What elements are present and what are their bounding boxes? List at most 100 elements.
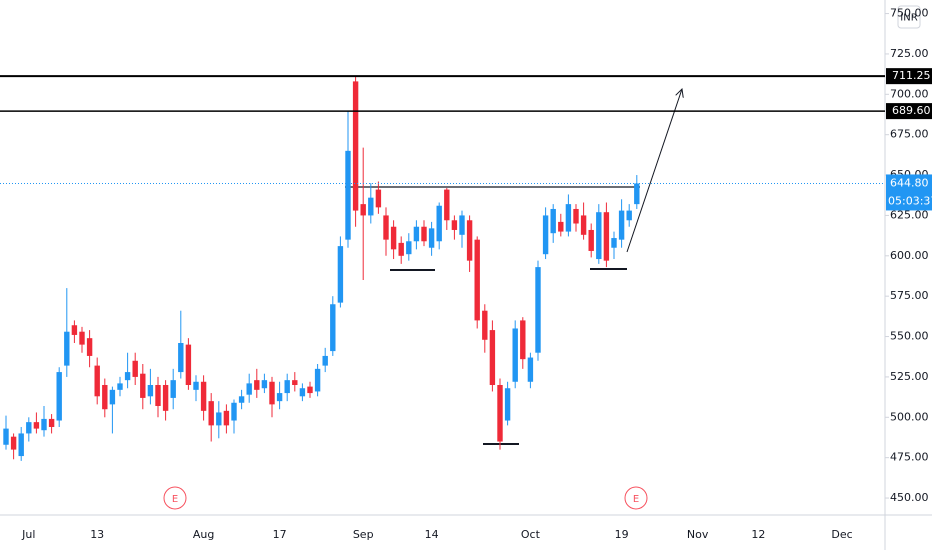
drawings: [345, 89, 682, 445]
candle-body: [459, 215, 465, 235]
candle-body: [474, 239, 480, 321]
candle-body: [18, 433, 24, 457]
candle-body: [558, 221, 564, 232]
price-line-tag: [886, 103, 932, 120]
candle-body: [314, 368, 321, 392]
candle-body: [162, 384, 169, 411]
candle-body: [565, 204, 572, 232]
x-tick-label: 17: [273, 528, 287, 541]
candle-body: [603, 212, 610, 261]
x-tick-label: 14: [425, 528, 439, 541]
event-marker[interactable]: [163, 486, 187, 510]
candle-body: [94, 365, 100, 397]
candle-body: [132, 360, 138, 377]
candle-body: [580, 215, 587, 235]
y-tick-label: 525.00: [890, 370, 929, 383]
y-tick-label: 625.00: [890, 208, 929, 221]
candle-body: [140, 373, 146, 398]
y-tick-label: 550.00: [890, 330, 929, 343]
last-price-label: 644.80: [890, 176, 929, 189]
x-tick-label: Aug: [193, 528, 214, 541]
candle-body: [48, 418, 55, 427]
candle-body: [26, 422, 32, 434]
candle-body: [573, 208, 579, 224]
candle-body: [436, 205, 442, 242]
candle-body: [527, 357, 534, 382]
event-marker[interactable]: [624, 486, 648, 510]
candle-body: [352, 81, 359, 211]
candle-body: [216, 412, 222, 426]
candle-body: [64, 331, 70, 366]
event-label: E: [633, 494, 639, 505]
candle-body: [466, 220, 473, 261]
candle-body: [390, 226, 397, 250]
x-tick-label: Oct: [521, 528, 541, 541]
candle-body: [231, 402, 237, 421]
candle-body: [413, 226, 420, 242]
candle-body: [535, 267, 541, 353]
candle-body: [185, 344, 192, 385]
y-tick-label: 450.00: [890, 491, 929, 504]
candle-body: [398, 242, 404, 256]
currency-button[interactable]: [897, 5, 921, 29]
candle-body: [33, 422, 40, 429]
event-label: E: [172, 494, 178, 505]
candle-body: [383, 215, 389, 240]
candle-body: [550, 208, 556, 234]
candle-body: [117, 383, 123, 390]
candle-body: [86, 338, 93, 356]
x-tick-label: 12: [751, 528, 765, 541]
candle-body: [368, 197, 374, 216]
candle-body: [588, 229, 594, 251]
candle-body: [337, 246, 344, 303]
currency-label: INR: [900, 13, 917, 24]
y-tick-label: 600.00: [890, 249, 929, 262]
y-tick-label: 700.00: [890, 87, 929, 100]
candle-body: [444, 189, 450, 221]
y-tick-label: 475.00: [890, 451, 929, 464]
candle-body: [330, 304, 336, 352]
candle-body: [596, 212, 602, 260]
candle-body: [147, 384, 154, 397]
x-tick-label: Nov: [687, 528, 709, 541]
candle-body: [254, 380, 260, 390]
x-tick-label: Dec: [831, 528, 852, 541]
candle-body: [504, 388, 511, 421]
x-tick-label: Sep: [353, 528, 374, 541]
candle-body: [193, 381, 199, 390]
price-line-label: 689.60: [892, 104, 931, 117]
candle-body: [238, 396, 245, 403]
candle-body: [307, 386, 313, 394]
candle-body: [292, 380, 298, 385]
price-line-label: 711.25: [892, 69, 931, 82]
candle-body: [124, 372, 131, 381]
candle-body: [406, 241, 412, 255]
candle-body: [482, 310, 488, 340]
candle-body: [246, 383, 252, 395]
y-tick-label: 725.00: [890, 47, 929, 60]
candle-body: [360, 204, 366, 216]
y-tick-label: 575.00: [890, 289, 929, 302]
x-tick-label: Jul: [21, 528, 35, 541]
candle-body: [56, 372, 62, 421]
candle-body: [223, 410, 230, 426]
candle-body: [618, 210, 625, 240]
candle-body: [102, 384, 108, 410]
candle-body: [489, 330, 496, 385]
candle-body: [178, 343, 184, 373]
price-line-tag: [886, 68, 932, 85]
candle-body: [299, 388, 306, 397]
arrow: [626, 89, 682, 253]
candle-body: [155, 384, 161, 406]
candle-body: [421, 226, 427, 242]
events: E E: [163, 486, 648, 510]
candle-body: [261, 380, 268, 389]
candle-body: [3, 428, 9, 445]
candle-body: [109, 389, 116, 405]
candle-body: [611, 238, 617, 248]
candle-body: [626, 210, 632, 221]
candle-body: [375, 189, 382, 208]
y-tick-label: 675.00: [890, 128, 929, 141]
